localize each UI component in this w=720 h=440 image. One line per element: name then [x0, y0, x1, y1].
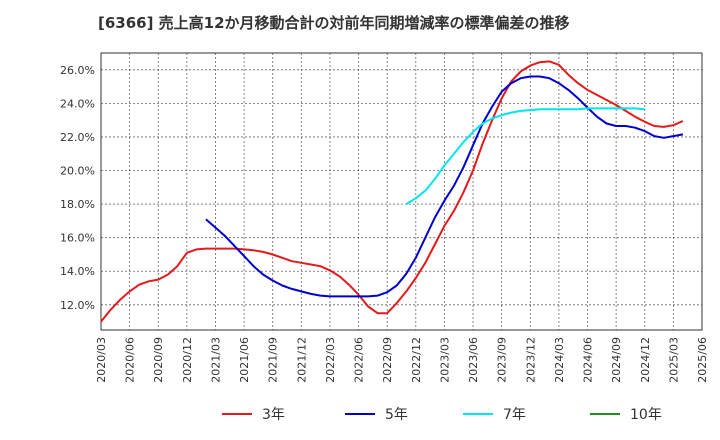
legend-label: 5年 — [385, 407, 408, 423]
y-tick-label: 22.0% — [60, 131, 95, 144]
x-tick-label: 2020/09 — [152, 337, 165, 383]
y-tick-label: 12.0% — [60, 299, 95, 312]
x-tick-label: 2020/03 — [95, 337, 108, 383]
x-tick-label: 2023/06 — [467, 337, 480, 383]
plot-frame — [100, 52, 703, 331]
x-tick-label: 2023/09 — [496, 337, 509, 383]
x-tick-label: 2024/12 — [639, 337, 652, 383]
y-tick-label: 24.0% — [60, 97, 95, 110]
x-tick-label: 2024/03 — [553, 337, 566, 383]
y-tick-label: 26.0% — [60, 64, 95, 77]
x-tick-label: 2022/06 — [353, 337, 366, 383]
series-line-3年 — [100, 60, 684, 323]
x-tick-label: 2022/03 — [324, 337, 337, 383]
x-tick-label: 2021/06 — [238, 337, 251, 383]
legend-label: 10年 — [630, 407, 662, 423]
legend-label: 3年 — [262, 407, 285, 423]
x-tick-label: 2023/12 — [524, 337, 537, 383]
chart-title: [6366] 売上高12か月移動合計の対前年同期増減率の標準偏差の推移 — [98, 14, 570, 32]
x-tick-label: 2020/06 — [124, 337, 137, 383]
x-tick-label: 2020/12 — [181, 337, 194, 383]
x-tick-label: 2025/06 — [696, 337, 709, 383]
x-tick-label: 2024/09 — [610, 337, 623, 383]
x-tick-label: 2025/03 — [667, 337, 680, 383]
y-tick-label: 18.0% — [60, 198, 95, 211]
plot-area — [101, 53, 702, 330]
series-line-5年 — [205, 75, 684, 298]
x-tick-label: 2022/12 — [410, 337, 423, 383]
x-tick-label: 2021/03 — [209, 337, 222, 383]
x-tick-label: 2021/09 — [267, 337, 280, 383]
legend-label: 7年 — [503, 407, 526, 423]
y-tick-label: 16.0% — [60, 232, 95, 245]
x-tick-label: 2023/03 — [438, 337, 451, 383]
x-tick-label: 2024/06 — [582, 337, 595, 383]
y-tick-label: 14.0% — [60, 265, 95, 278]
series-line-7年 — [405, 107, 645, 205]
y-tick-label: 20.0% — [60, 165, 95, 178]
x-tick-label: 2022/09 — [381, 337, 394, 383]
x-tick-label: 2021/12 — [295, 337, 308, 383]
